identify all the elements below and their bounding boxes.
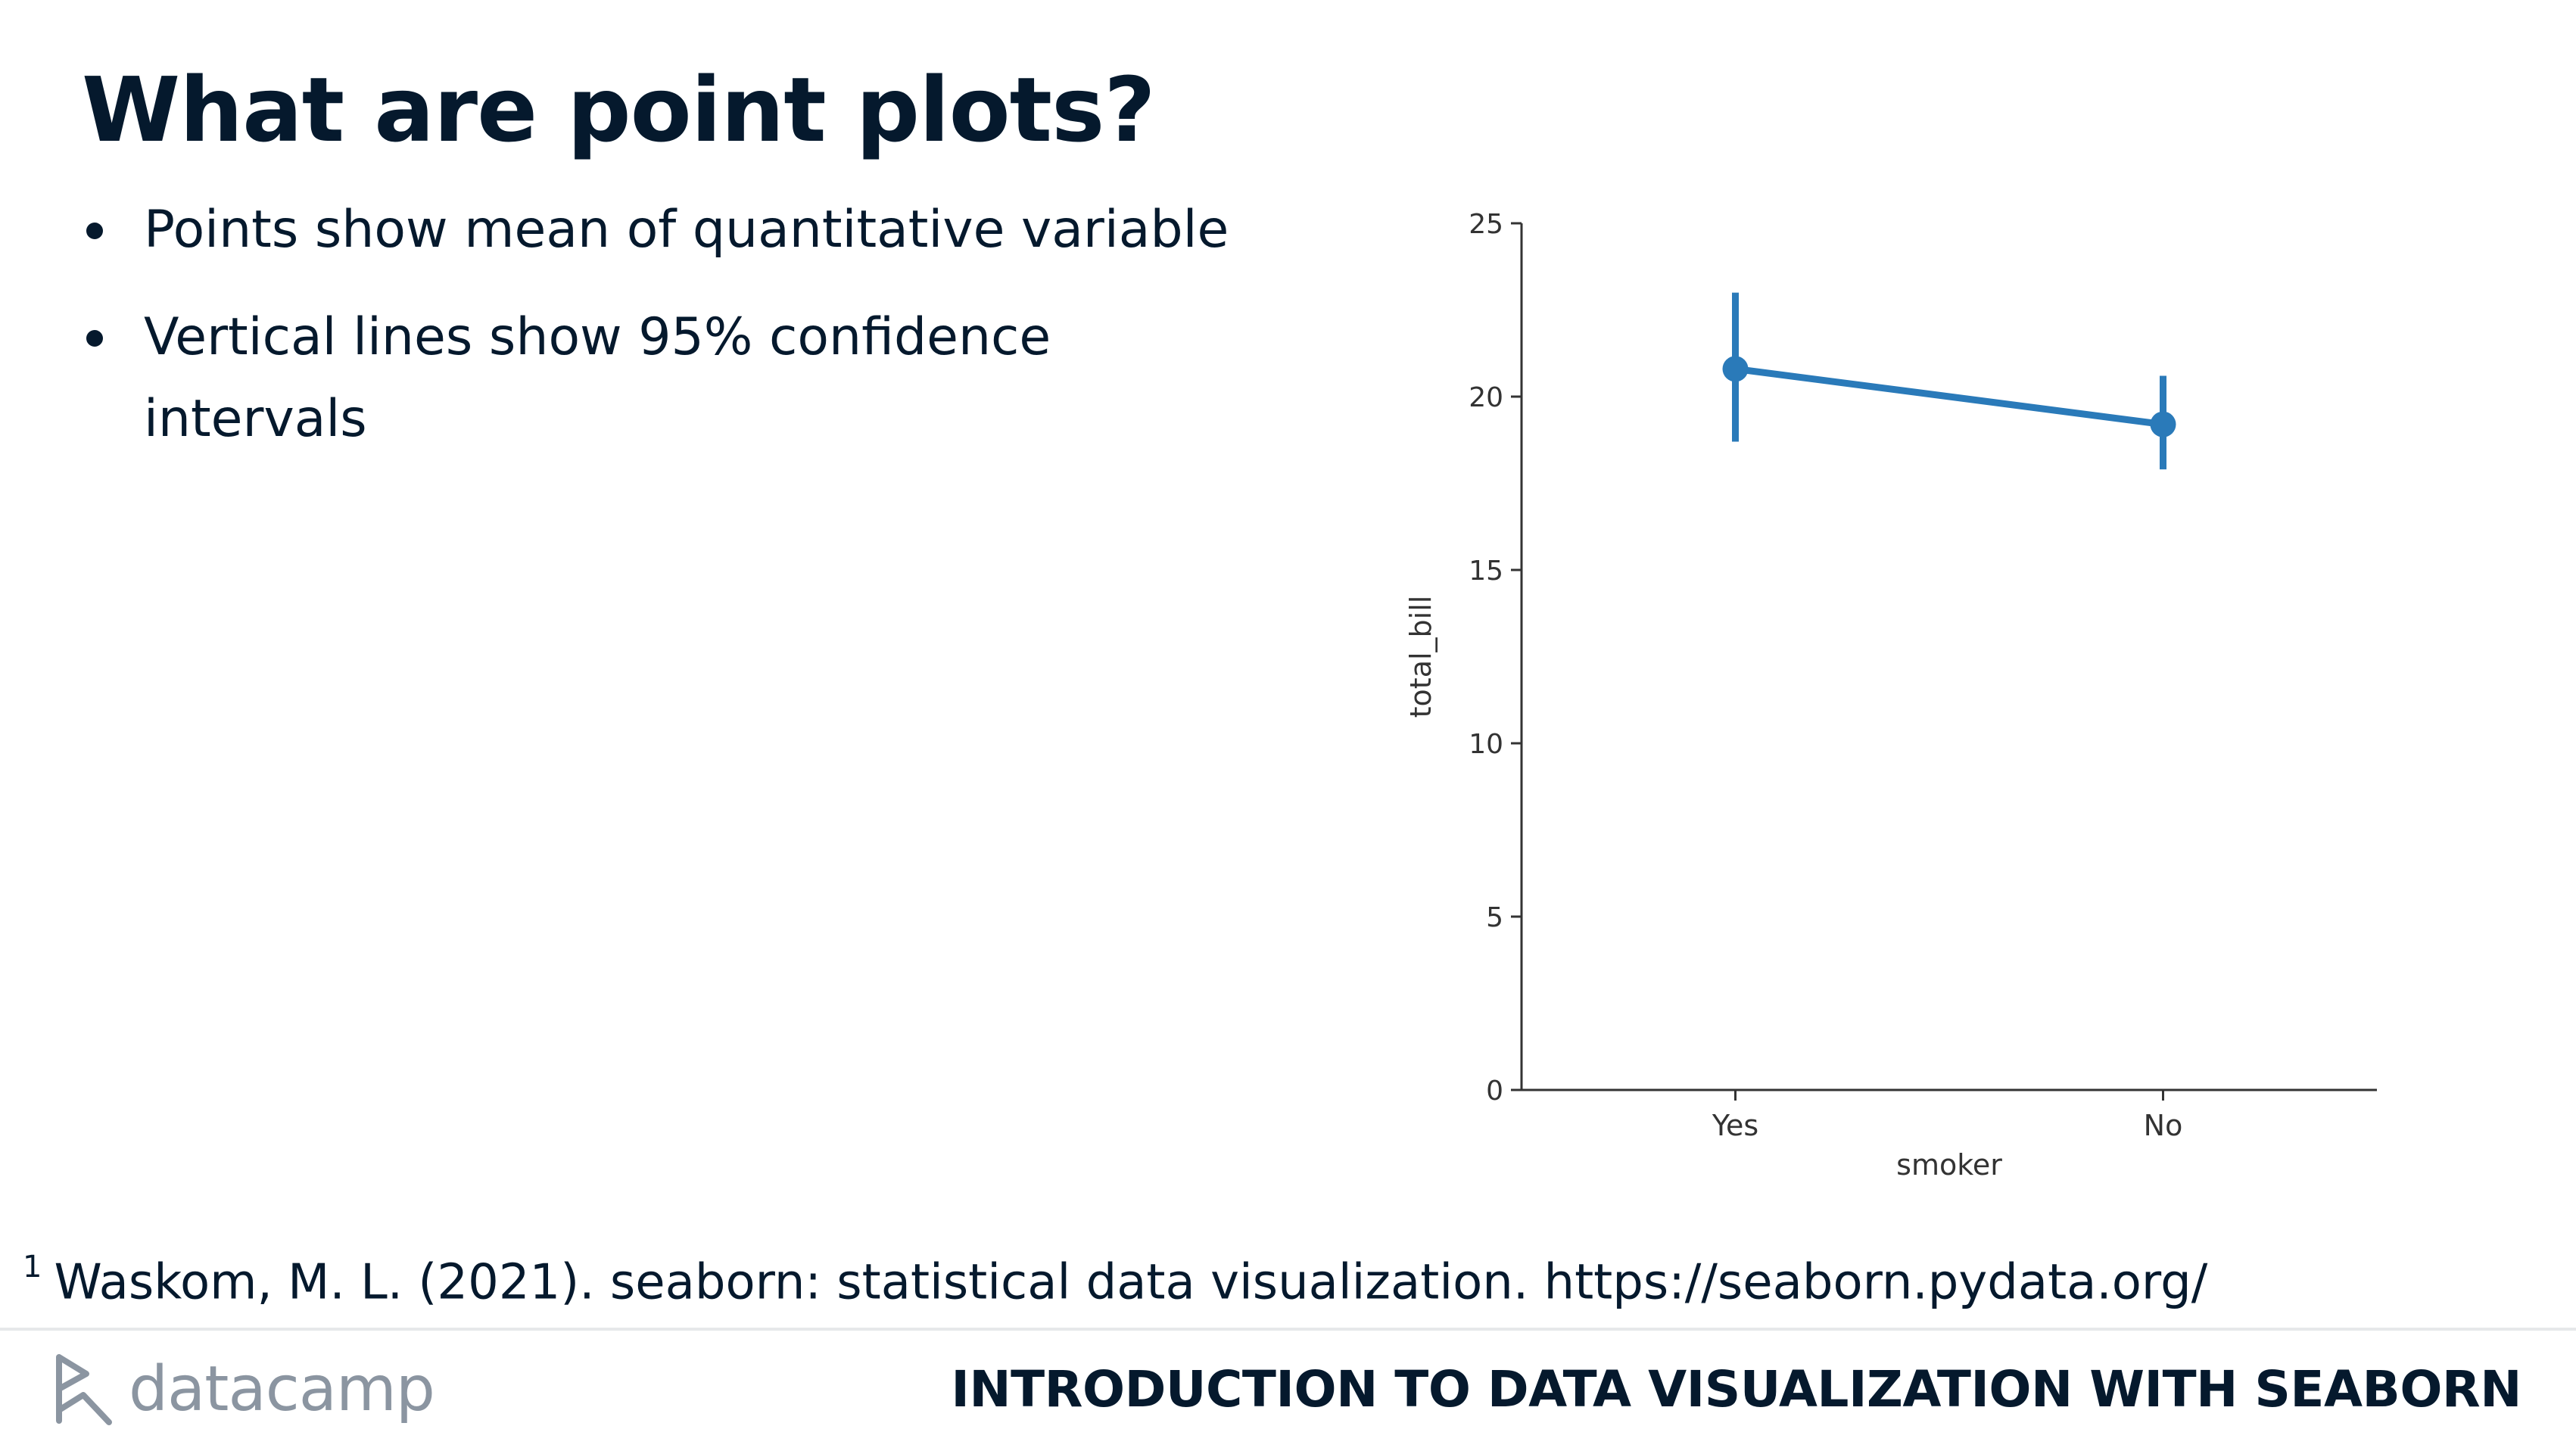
bullet-item: Points show mean of quantitative variabl… — [82, 189, 1293, 271]
slide-title: What are point plots? — [82, 58, 1156, 162]
y-tick-label: 0 — [1486, 1076, 1503, 1107]
series-line — [1734, 365, 2164, 428]
bullet-text: Vertical lines show 95% confidence inter… — [144, 307, 1051, 449]
footer-divider — [0, 1328, 2576, 1331]
footnote-text: Waskom, M. L. (2021). seaborn: statistic… — [54, 1254, 2208, 1311]
y-tick-label: 15 — [1469, 556, 1503, 587]
x-axis-label: smoker — [1896, 1148, 2002, 1182]
y-tick-label: 10 — [1469, 729, 1503, 760]
bullet-text: Points show mean of quantitative variabl… — [144, 200, 1229, 260]
bullet-dot — [86, 223, 103, 239]
x-tick-label: No — [2144, 1109, 2183, 1142]
mean-point — [1722, 356, 1749, 382]
y-axis-label: total_bill — [1404, 596, 1438, 718]
footnote-marker: 1 — [23, 1250, 42, 1284]
y-tick-label: 25 — [1469, 209, 1503, 240]
bullet-dot — [86, 330, 103, 347]
course-title: INTRODUCTION TO DATA VISUALIZATION WITH … — [951, 1360, 2521, 1418]
footnote: 1 Waskom, M. L. (2021). seaborn: statisti… — [23, 1234, 2207, 1320]
point-plot-chart: 0 5 10 15 20 25 Yes No smoker total_bill — [1404, 209, 2377, 1182]
y-tick-label: 5 — [1486, 902, 1503, 933]
datacamp-wordmark: datacamp — [129, 1353, 435, 1425]
datacamp-logo-icon — [56, 1354, 112, 1425]
mean-point — [2150, 411, 2176, 437]
datacamp-logo[interactable]: datacamp — [53, 1347, 435, 1431]
bullet-list: Points show mean of quantitative variabl… — [82, 189, 1293, 486]
y-tick-label: 20 — [1469, 382, 1503, 413]
chart-layer: 0 5 10 15 20 25 Yes No smoker total_bill — [1404, 209, 2377, 1182]
x-tick-label: Yes — [1712, 1109, 1758, 1142]
bullet-item: Vertical lines show 95% confidence inter… — [82, 297, 1151, 460]
